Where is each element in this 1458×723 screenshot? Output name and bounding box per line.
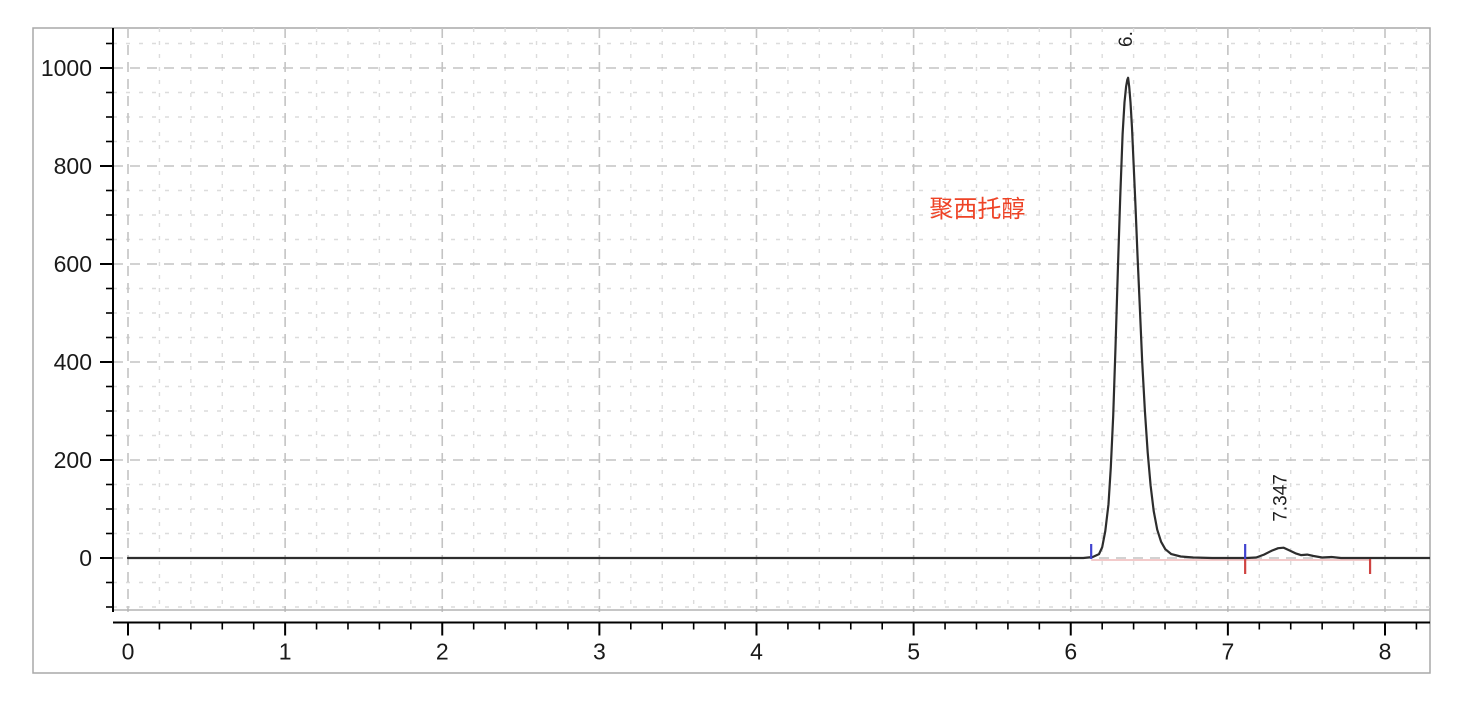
y-tick-label: 400 — [54, 349, 92, 375]
x-tick-label: 5 — [907, 639, 920, 665]
trace-group — [126, 76, 1430, 560]
y-tick-label: 0 — [79, 545, 92, 571]
x-tick-label: 0 — [122, 639, 135, 665]
x-tick-label: 7 — [1221, 639, 1234, 665]
y-tick-label: 200 — [54, 447, 92, 473]
x-tick-label: 2 — [436, 639, 449, 665]
x-tick-label: 3 — [593, 639, 606, 665]
y-tick-label: 1000 — [41, 55, 92, 81]
x-tick-label: 1 — [279, 639, 292, 665]
y-tick-label: 800 — [54, 153, 92, 179]
chart-frame — [32, 27, 1431, 674]
x-tick-label: 8 — [1379, 639, 1392, 665]
signal-trace — [126, 76, 1430, 560]
peak-rt-label: 7.347 — [1270, 474, 1291, 522]
x-tick-label: 6 — [1064, 639, 1077, 665]
y-tick-label: 600 — [54, 251, 92, 277]
compound-annotation: 聚西托醇 — [929, 196, 1025, 223]
peak-rt-label: 6. — [1116, 31, 1137, 47]
x-tick-label: 4 — [750, 639, 763, 665]
